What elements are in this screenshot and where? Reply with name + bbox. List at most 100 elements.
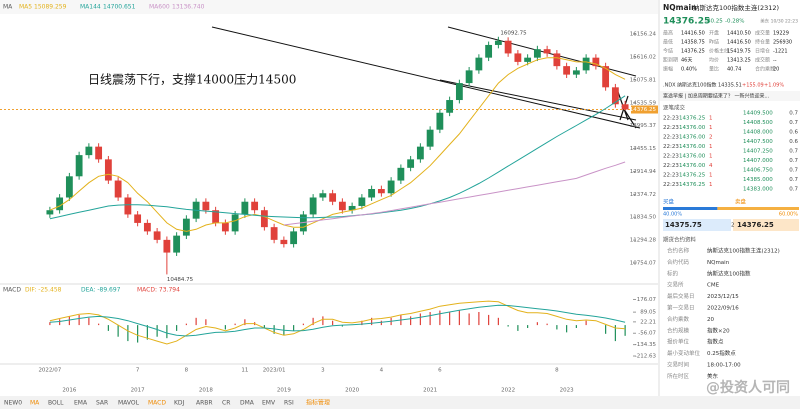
candle-body (455, 83, 463, 101)
macd-bar (185, 323, 187, 326)
spec-label: 合约规模 (667, 326, 690, 334)
stat-value: 256930 (773, 40, 792, 46)
macd-bar (488, 314, 490, 326)
macd-bar (263, 325, 265, 328)
macd-bar (117, 325, 119, 337)
indicator-tab[interactable]: ARBR (196, 400, 213, 407)
macd-bar (166, 325, 168, 339)
section-title: 逐笔成交 (663, 104, 686, 112)
macd-bar (419, 313, 421, 326)
spec-label: 报价单位 (667, 338, 690, 346)
stat-label: 距到期 (663, 57, 678, 64)
candle-body (124, 197, 132, 215)
macd-bar (566, 325, 568, 333)
candle-body (134, 214, 142, 223)
macd-bar (380, 320, 382, 326)
price-dist-cell: 14385.000 (743, 177, 773, 183)
tab-bar-bg (0, 396, 800, 409)
trade-cell: 22:23 (663, 154, 679, 160)
last-price: 14376.25 (663, 17, 710, 27)
indicator-tab[interactable]: MACD (148, 400, 166, 407)
trade-cell: 14376.25 (679, 173, 706, 179)
dea-line (49, 304, 626, 337)
x-tick-label: 4 (380, 368, 384, 374)
bid-box (663, 219, 731, 231)
trend-line (211, 26, 641, 129)
indicator-tab[interactable]: KDJ (174, 400, 185, 407)
current-price-label: 14376.25 (630, 107, 657, 113)
stat-value: 14376.25 (681, 49, 705, 55)
macd-bar (361, 320, 363, 326)
candle-body (56, 197, 64, 211)
trade-cell: 14376.00 (679, 125, 706, 131)
indicator-tab[interactable]: 指标管理 (306, 399, 330, 407)
indicator-tab[interactable]: EMV (262, 400, 276, 407)
stat-value: 14416.50 (727, 40, 751, 46)
current-price-tag (631, 105, 658, 114)
macd-bar (68, 316, 70, 326)
price-dist-cell: 0.7 (789, 120, 798, 126)
indicator-tab[interactable]: SAR (96, 400, 108, 407)
spec-label: 第一交易日 (667, 304, 695, 312)
indicator-tab[interactable]: EMA (74, 400, 88, 407)
candle-body (407, 159, 415, 168)
x-tick-label: 7 (136, 368, 140, 374)
price-dist-cell: 14407.250 (743, 149, 773, 155)
indicator-tab[interactable]: DMA (240, 400, 255, 407)
macd-bar (341, 325, 343, 327)
trade-cell: 22:23 (663, 163, 679, 169)
indicator-tab[interactable]: BOLL (48, 400, 64, 407)
spec-label: 交易时间 (667, 361, 689, 369)
indicator-tab[interactable]: RSI (284, 400, 294, 407)
macd-bar (127, 325, 129, 342)
news-headline[interactable]: 富途早报 | 加息周期要结束了？ 一新兴债迎来... (663, 93, 770, 100)
macd-tick-label: -134.35 (635, 342, 657, 348)
candle-body (329, 193, 337, 202)
macd-bar (585, 320, 587, 326)
indicator-name: MA (3, 4, 13, 11)
candle-body (436, 112, 444, 130)
macd-tick-label: -56.07 (638, 331, 656, 337)
macd-bar (234, 323, 236, 326)
candle-body (290, 231, 298, 245)
spec-value: 2023/12/15 (707, 294, 739, 300)
indicator-tab[interactable]: MAVOL (118, 400, 140, 407)
stat-label: 最低 (663, 39, 673, 46)
y-tick-label: 11294.28 (630, 238, 657, 244)
macd-bar (107, 325, 109, 331)
stat-value: 40.74 (727, 67, 741, 73)
macd-tick-label: -212.63 (635, 354, 657, 360)
indicator-tab[interactable]: NEW0 (4, 400, 22, 407)
trade-cell: 22:23 (663, 173, 679, 179)
macd-bar (449, 312, 451, 326)
macd-bar (146, 325, 148, 340)
macd-bar (88, 317, 90, 326)
spec-label: 所在时区 (667, 372, 690, 380)
related-quote: +1.09% (764, 83, 784, 89)
stat-label: 持仓量 (755, 39, 770, 46)
macd-bar (507, 325, 509, 327)
price-change-pct: -0.28% (725, 19, 744, 25)
price-dist-cell: 0.7 (789, 187, 798, 193)
stat-label: 今结 (663, 48, 673, 55)
price-dist-cell: 14409.500 (743, 111, 773, 117)
macd-bar (195, 317, 197, 326)
trade-cell: 14376.00 (679, 154, 706, 160)
trade-cell: 22:23 (663, 135, 679, 141)
trade-cell: 14376.25 (679, 182, 706, 188)
stat-value: 20 (773, 67, 779, 73)
y-tick-label: 13995.37 (630, 123, 657, 129)
price-dist-cell: 14406.750 (743, 168, 773, 174)
macd-bar (605, 325, 607, 334)
ask-pct: 60.00% (779, 212, 798, 218)
ask-label: 卖盘 (735, 198, 747, 206)
stat-value: -1221 (773, 49, 788, 55)
indicator-tab[interactable]: MA (30, 400, 40, 407)
macd-bar (273, 325, 275, 334)
stat-label: 价格主线 (709, 48, 729, 55)
indicator-tab[interactable]: CR (222, 400, 230, 407)
dif-line (49, 300, 626, 345)
macd-tick-label: 22.21 (640, 319, 656, 325)
macd-bar (439, 310, 441, 326)
candle-body (621, 104, 629, 110)
